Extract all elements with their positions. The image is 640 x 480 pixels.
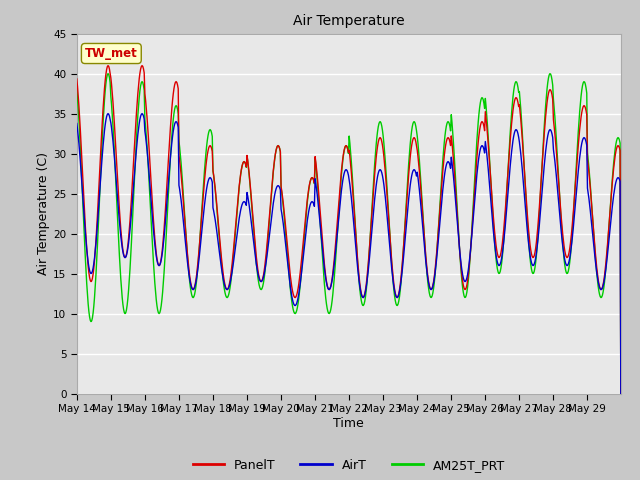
- Legend: PanelT, AirT, AM25T_PRT: PanelT, AirT, AM25T_PRT: [188, 454, 510, 477]
- X-axis label: Time: Time: [333, 417, 364, 430]
- Y-axis label: Air Temperature (C): Air Temperature (C): [37, 152, 51, 275]
- Text: TW_met: TW_met: [85, 47, 138, 60]
- Title: Air Temperature: Air Temperature: [293, 14, 404, 28]
